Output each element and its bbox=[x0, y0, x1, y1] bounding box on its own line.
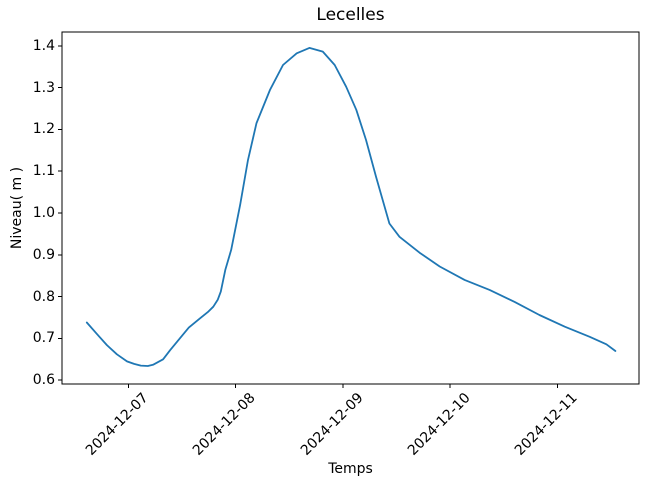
y-tick-label: 0.8 bbox=[32, 288, 55, 305]
x-axis-label: Temps bbox=[328, 461, 373, 477]
y-tick-label: 1.0 bbox=[32, 205, 55, 222]
y-tick-label: 0.6 bbox=[32, 372, 55, 389]
level-time-series-line bbox=[85, 47, 617, 367]
y-tick-label: 0.7 bbox=[32, 330, 55, 347]
axes-spines bbox=[61, 31, 640, 385]
y-axis-label: Niveau( m ) bbox=[9, 166, 25, 250]
y-tick-label: 1.2 bbox=[32, 121, 55, 138]
y-tick-label: 1.1 bbox=[32, 163, 55, 180]
x-axis-tick-marks bbox=[127, 384, 558, 388]
chart-title: Lecelles bbox=[316, 5, 385, 25]
y-tick-label: 1.4 bbox=[32, 37, 55, 54]
y-tick-label: 0.9 bbox=[32, 246, 55, 263]
y-tick-label: 1.3 bbox=[32, 79, 55, 96]
y-axis-tick-marks bbox=[58, 45, 62, 381]
